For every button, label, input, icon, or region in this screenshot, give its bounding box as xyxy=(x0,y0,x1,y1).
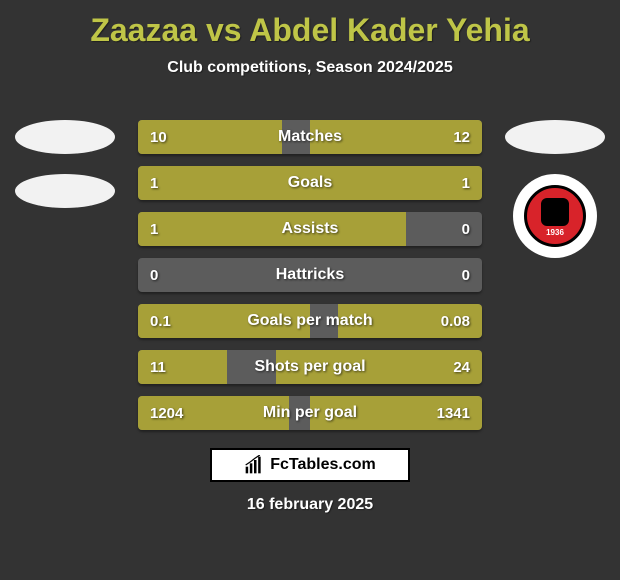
stat-value-right: 12 xyxy=(441,120,482,154)
comparison-title: Zaazaa vs Abdel Kader Yehia xyxy=(0,0,620,49)
shield-year: 1936 xyxy=(546,228,564,237)
shield-icon: 1936 xyxy=(524,185,586,247)
right-team-logos: 1936 xyxy=(500,120,610,258)
stat-value-left: 0 xyxy=(138,258,170,292)
stats-list: Matches1012Goals11Assists10Hattricks00Go… xyxy=(138,120,482,430)
stat-row: Assists1 0 xyxy=(138,212,482,246)
stat-row: Min per goal12041341 xyxy=(138,396,482,430)
stat-label: Assists xyxy=(138,212,482,246)
brand-label: FcTables.com xyxy=(270,456,376,474)
stat-row: Matches10 12 xyxy=(138,120,482,154)
team-logo-placeholder xyxy=(505,120,605,154)
team-logo-shield: 1936 xyxy=(513,174,597,258)
stat-value-right: 24 xyxy=(441,350,482,384)
stat-row: Goals1 1 xyxy=(138,166,482,200)
left-team-logos xyxy=(10,120,120,208)
chart-icon xyxy=(244,455,264,475)
stat-value-left: 1 xyxy=(138,166,170,200)
stat-row: Shots per goal11 24 xyxy=(138,350,482,384)
stat-value-right: 0 xyxy=(450,258,482,292)
comparison-date: 16 february 2025 xyxy=(0,496,620,514)
stat-value-left: 1204 xyxy=(138,396,195,430)
brand-badge[interactable]: FcTables.com xyxy=(210,448,410,482)
stat-label: Hattricks xyxy=(138,258,482,292)
stat-label: Matches xyxy=(138,120,482,154)
stat-value-left: 10 xyxy=(138,120,179,154)
team-logo-placeholder xyxy=(15,174,115,208)
stat-value-right: 1341 xyxy=(425,396,482,430)
stat-value-left: 1 xyxy=(138,212,170,246)
team-logo-placeholder xyxy=(15,120,115,154)
stat-value-right: 0 xyxy=(450,212,482,246)
stat-value-right: 1 xyxy=(450,166,482,200)
stat-value-right: 0.08 xyxy=(429,304,482,338)
stat-row: Hattricks0 0 xyxy=(138,258,482,292)
stat-label: Goals xyxy=(138,166,482,200)
stat-label: Shots per goal xyxy=(138,350,482,384)
comparison-subtitle: Club competitions, Season 2024/2025 xyxy=(0,59,620,77)
stat-value-left: 11 xyxy=(138,350,178,384)
stat-value-left: 0.1 xyxy=(138,304,183,338)
stat-row: Goals per match0.10.08 xyxy=(138,304,482,338)
